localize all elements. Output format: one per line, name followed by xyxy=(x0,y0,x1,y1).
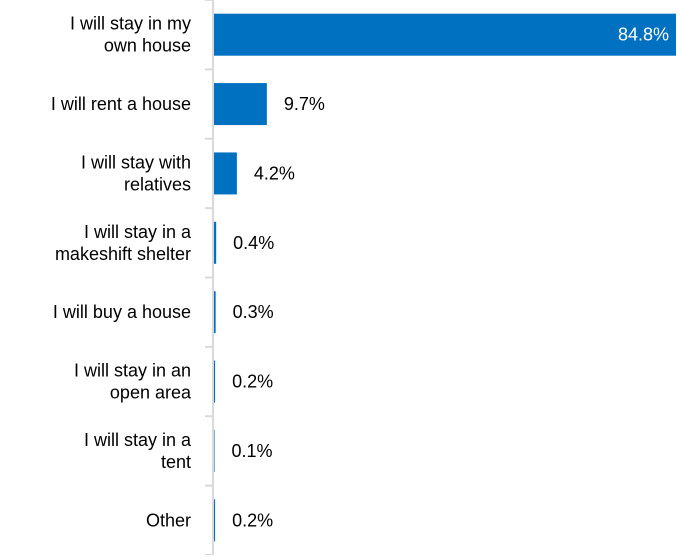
category-label-line: Other xyxy=(146,510,191,530)
category-label-line: I will stay in my xyxy=(70,14,191,34)
bar-7 xyxy=(214,429,215,472)
bar-8 xyxy=(214,499,216,542)
category-label-line: I will stay in a xyxy=(84,430,192,450)
bar-6 xyxy=(214,360,216,403)
category-label-line: relatives xyxy=(124,174,191,194)
data-label-1: 84.8% xyxy=(618,25,669,45)
data-label-2: 9.7% xyxy=(284,94,325,114)
category-label-line: I will stay with xyxy=(81,152,191,172)
category-label-line: I will buy a house xyxy=(53,302,191,322)
category-label-7: I will stay in a tent xyxy=(84,430,192,472)
category-label-line: I will stay in an xyxy=(74,361,191,381)
category-label-5: I will buy a house xyxy=(53,302,191,322)
data-label-8: 0.2% xyxy=(232,510,273,530)
bar-5 xyxy=(214,291,216,334)
data-label-5: 0.3% xyxy=(233,302,274,322)
category-label-line: open area xyxy=(110,383,192,403)
bar-3 xyxy=(214,152,237,195)
category-label-1: I will stay in my own house xyxy=(70,14,191,56)
category-label-6: I will stay in an open area xyxy=(74,361,192,403)
category-label-3: I will stay with relatives xyxy=(81,152,191,194)
data-label-6: 0.2% xyxy=(232,372,273,392)
category-label-4: I will stay in a makeshift shelter xyxy=(55,222,192,264)
category-label-line: I will rent a house xyxy=(51,94,191,114)
bar-1 xyxy=(214,13,676,56)
data-label-3: 4.2% xyxy=(254,163,295,183)
category-label-line: makeshift shelter xyxy=(55,244,191,264)
category-label-line: I will stay in a xyxy=(84,222,192,242)
bar-4 xyxy=(214,221,217,264)
category-label-line: own house xyxy=(104,36,191,56)
category-label-line: tent xyxy=(161,452,191,472)
category-label-8: Other xyxy=(146,510,191,530)
data-label-4: 0.4% xyxy=(233,233,274,253)
category-label-2: I will rent a house xyxy=(51,94,191,114)
data-label-7: 0.1% xyxy=(232,441,273,461)
bar-2 xyxy=(214,83,267,126)
